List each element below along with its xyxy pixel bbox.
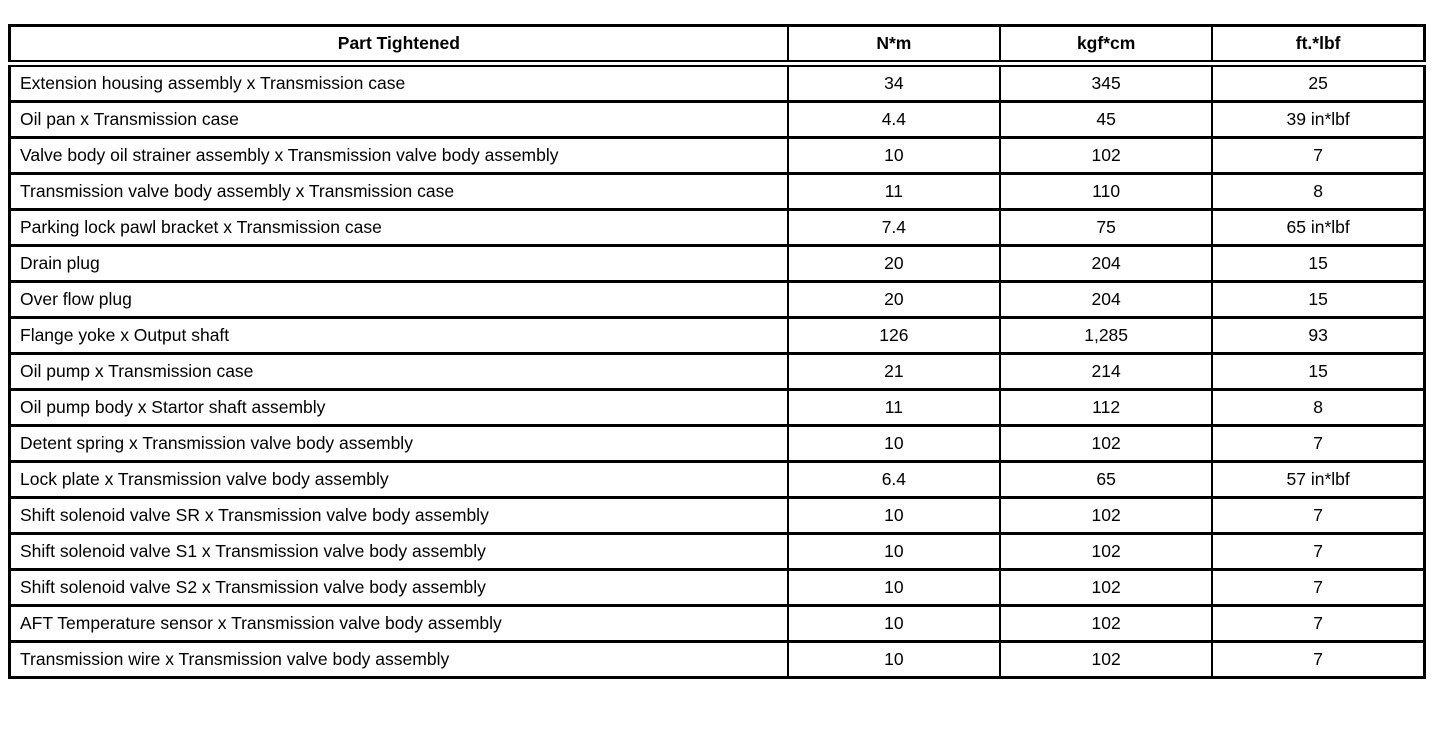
table-row: Valve body oil strainer assembly x Trans… <box>8 136 1426 175</box>
table-header-row: Part Tightened N*m kgf*cm ft.*lbf <box>8 24 1426 67</box>
table-row: Over flow plug 20 204 15 <box>8 280 1426 319</box>
table-row: Lock plate x Transmission valve body ass… <box>8 460 1426 499</box>
part-tightened-cell: Valve body oil strainer assembly x Trans… <box>8 136 789 175</box>
kgfcm-value-cell: 112 <box>998 388 1214 427</box>
ftlbf-value-cell: 15 <box>1211 244 1426 283</box>
nm-value-cell: 7.4 <box>786 208 1002 247</box>
nm-value-cell: 10 <box>786 424 1002 463</box>
ftlbf-value-cell: 7 <box>1211 532 1426 571</box>
table-row: Transmission wire x Transmission valve b… <box>8 640 1426 679</box>
kgfcm-value-cell: 204 <box>998 244 1214 283</box>
ftlbf-value-cell: 7 <box>1211 568 1426 607</box>
table-row: Flange yoke x Output shaft 126 1,285 93 <box>8 316 1426 355</box>
table-row: AFT Temperature sensor x Transmission va… <box>8 604 1426 643</box>
nm-value-cell: 11 <box>786 388 1002 427</box>
column-header-part-tightened: Part Tightened <box>8 24 789 67</box>
part-tightened-cell: AFT Temperature sensor x Transmission va… <box>8 604 789 643</box>
ftlbf-value-cell: 7 <box>1211 496 1426 535</box>
table-row: Extension housing assembly x Transmissio… <box>8 62 1426 103</box>
part-tightened-cell: Lock plate x Transmission valve body ass… <box>8 460 789 499</box>
kgfcm-value-cell: 45 <box>998 100 1214 139</box>
nm-value-cell: 10 <box>786 604 1002 643</box>
table-row: Oil pump x Transmission case 21 214 15 <box>8 352 1426 391</box>
kgfcm-value-cell: 110 <box>998 172 1214 211</box>
column-header-kgfcm: kgf*cm <box>998 24 1214 67</box>
column-header-nm: N*m <box>786 24 1002 67</box>
nm-value-cell: 10 <box>786 136 1002 175</box>
table-row: Shift solenoid valve S2 x Transmission v… <box>8 568 1426 607</box>
table-row: Parking lock pawl bracket x Transmission… <box>8 208 1426 247</box>
kgfcm-value-cell: 102 <box>998 532 1214 571</box>
nm-value-cell: 10 <box>786 496 1002 535</box>
kgfcm-value-cell: 1,285 <box>998 316 1214 355</box>
table-body: Extension housing assembly x Transmissio… <box>8 62 1426 679</box>
nm-value-cell: 11 <box>786 172 1002 211</box>
nm-value-cell: 21 <box>786 352 1002 391</box>
table-row: Shift solenoid valve S1 x Transmission v… <box>8 532 1426 571</box>
part-tightened-cell: Drain plug <box>8 244 789 283</box>
ftlbf-value-cell: 7 <box>1211 136 1426 175</box>
part-tightened-cell: Shift solenoid valve SR x Transmission v… <box>8 496 789 535</box>
part-tightened-cell: Flange yoke x Output shaft <box>8 316 789 355</box>
table-row: Oil pump body x Startor shaft assembly 1… <box>8 388 1426 427</box>
ftlbf-value-cell: 65 in*lbf <box>1211 208 1426 247</box>
kgfcm-value-cell: 204 <box>998 280 1214 319</box>
nm-value-cell: 4.4 <box>786 100 1002 139</box>
kgfcm-value-cell: 345 <box>998 62 1214 103</box>
part-tightened-cell: Shift solenoid valve S2 x Transmission v… <box>8 568 789 607</box>
ftlbf-value-cell: 25 <box>1211 62 1426 103</box>
part-tightened-cell: Oil pump body x Startor shaft assembly <box>8 388 789 427</box>
table-row: Shift solenoid valve SR x Transmission v… <box>8 496 1426 535</box>
table-row: Oil pan x Transmission case 4.4 45 39 in… <box>8 100 1426 139</box>
kgfcm-value-cell: 65 <box>998 460 1214 499</box>
ftlbf-value-cell: 7 <box>1211 424 1426 463</box>
kgfcm-value-cell: 102 <box>998 604 1214 643</box>
part-tightened-cell: Oil pump x Transmission case <box>8 352 789 391</box>
ftlbf-value-cell: 8 <box>1211 172 1426 211</box>
part-tightened-cell: Transmission wire x Transmission valve b… <box>8 640 789 679</box>
table-row: Transmission valve body assembly x Trans… <box>8 172 1426 211</box>
part-tightened-cell: Parking lock pawl bracket x Transmission… <box>8 208 789 247</box>
column-header-ftlbf: ft.*lbf <box>1211 24 1426 67</box>
ftlbf-value-cell: 7 <box>1211 640 1426 679</box>
kgfcm-value-cell: 102 <box>998 136 1214 175</box>
part-tightened-cell: Transmission valve body assembly x Trans… <box>8 172 789 211</box>
table-row: Drain plug 20 204 15 <box>8 244 1426 283</box>
ftlbf-value-cell: 15 <box>1211 352 1426 391</box>
kgfcm-value-cell: 102 <box>998 568 1214 607</box>
kgfcm-value-cell: 75 <box>998 208 1214 247</box>
kgfcm-value-cell: 102 <box>998 424 1214 463</box>
nm-value-cell: 10 <box>786 532 1002 571</box>
ftlbf-value-cell: 39 in*lbf <box>1211 100 1426 139</box>
nm-value-cell: 20 <box>786 244 1002 283</box>
ftlbf-value-cell: 15 <box>1211 280 1426 319</box>
nm-value-cell: 126 <box>786 316 1002 355</box>
nm-value-cell: 6.4 <box>786 460 1002 499</box>
ftlbf-value-cell: 8 <box>1211 388 1426 427</box>
nm-value-cell: 34 <box>786 62 1002 103</box>
part-tightened-cell: Detent spring x Transmission valve body … <box>8 424 789 463</box>
table-row: Detent spring x Transmission valve body … <box>8 424 1426 463</box>
part-tightened-cell: Shift solenoid valve S1 x Transmission v… <box>8 532 789 571</box>
part-tightened-cell: Over flow plug <box>8 280 789 319</box>
ftlbf-value-cell: 57 in*lbf <box>1211 460 1426 499</box>
nm-value-cell: 10 <box>786 568 1002 607</box>
part-tightened-cell: Extension housing assembly x Transmissio… <box>8 62 789 103</box>
ftlbf-value-cell: 93 <box>1211 316 1426 355</box>
kgfcm-value-cell: 102 <box>998 640 1214 679</box>
nm-value-cell: 20 <box>786 280 1002 319</box>
part-tightened-cell: Oil pan x Transmission case <box>8 100 789 139</box>
kgfcm-value-cell: 102 <box>998 496 1214 535</box>
torque-spec-table: Part Tightened N*m kgf*cm ft.*lbf Extens… <box>8 24 1426 679</box>
kgfcm-value-cell: 214 <box>998 352 1214 391</box>
nm-value-cell: 10 <box>786 640 1002 679</box>
ftlbf-value-cell: 7 <box>1211 604 1426 643</box>
